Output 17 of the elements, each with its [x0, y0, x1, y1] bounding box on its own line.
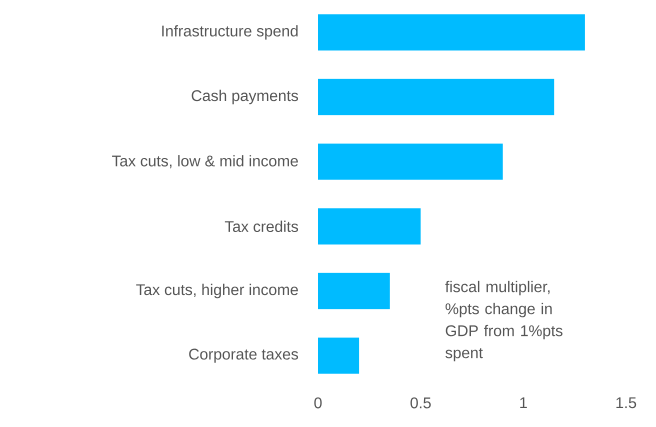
y-tick-label: Tax cuts, low & mid income: [112, 155, 298, 168]
y-tick-label: Tax credits: [224, 220, 298, 232]
x-tick-label: 1: [520, 397, 527, 408]
y-tick-label: Tax cuts, higher income: [136, 284, 298, 298]
y-tick-label: Corporate taxes: [189, 348, 298, 363]
bar: [318, 338, 360, 374]
bar: [318, 144, 503, 180]
bar: [318, 14, 585, 50]
y-tick-label: Infrastructure spend: [162, 25, 298, 40]
y-tick-label: Cash payments: [192, 90, 298, 104]
bar: [318, 272, 390, 310]
x-tick-label: 0.5: [410, 397, 431, 408]
bar: [318, 78, 554, 116]
x-axis-title: fiscal multiplier, %pts change in GDP from 1%pts spent: [445, 280, 562, 362]
x-tick-label: 1.5: [616, 397, 636, 408]
bar: [318, 208, 421, 244]
x-tick-label: 0: [314, 397, 322, 408]
